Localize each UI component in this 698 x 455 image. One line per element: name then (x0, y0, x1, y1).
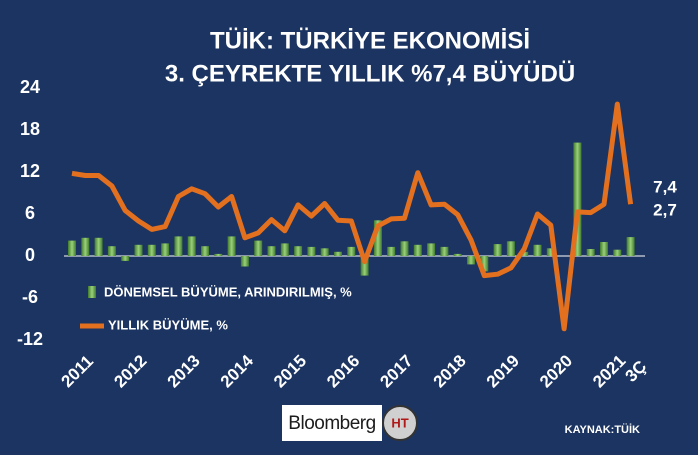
bar (214, 253, 223, 256)
bar (174, 236, 183, 256)
bar (121, 256, 130, 261)
bar (107, 246, 116, 256)
bar (613, 249, 622, 256)
bar (600, 242, 608, 256)
legend-swatch (88, 286, 96, 298)
bar (240, 256, 249, 267)
y-tick-label: 18 (20, 119, 40, 139)
bar (506, 241, 515, 256)
y-tick-label: 24 (20, 77, 40, 97)
brand-box (282, 405, 382, 441)
bar (586, 249, 595, 256)
chart-title: 3. ÇEYREKTE YILLIK %7,4 BÜYÜDÜ (165, 60, 575, 87)
bar (626, 237, 635, 256)
brand-logo (382, 405, 418, 441)
bar (201, 246, 209, 256)
bar (387, 246, 396, 256)
bar (533, 244, 542, 256)
bar (360, 256, 369, 276)
bar (187, 236, 196, 256)
source: KAYNAK:TÜİK (565, 423, 640, 436)
y-tick-label: -6 (22, 287, 38, 307)
bar (320, 248, 329, 256)
bar (334, 251, 342, 256)
bar (413, 244, 422, 256)
bar (267, 246, 276, 256)
y-tick-label: 6 (25, 203, 35, 223)
bar (147, 244, 156, 256)
bar (161, 243, 170, 256)
y-tick-label: 12 (20, 161, 40, 181)
brand: Bloomberg (288, 413, 375, 434)
data-label: 7,4 (653, 178, 677, 197)
legend-label: DÖNEMSEL BÜYÜME, ARINDIRILMIŞ, % (104, 284, 352, 299)
bar (573, 142, 582, 256)
bar (373, 220, 382, 256)
bar (546, 248, 555, 256)
bar (453, 253, 462, 256)
legend-label: YILLIK BÜYÜME, % (108, 317, 228, 332)
bar (254, 240, 263, 256)
bar (227, 236, 236, 256)
bar (480, 256, 489, 272)
line (71, 101, 634, 332)
bar (520, 251, 529, 256)
bar (427, 243, 436, 256)
bar (467, 256, 475, 265)
bar (134, 244, 143, 256)
data-label: 2,7 (653, 201, 677, 220)
bar (493, 244, 502, 256)
bar (400, 241, 409, 256)
y-tick-label: 0 (25, 245, 35, 265)
bar (280, 243, 289, 256)
y-tick-label: -12 (17, 329, 43, 349)
bar (307, 246, 316, 256)
bar (294, 246, 303, 256)
bar (81, 237, 90, 256)
bar (68, 240, 76, 256)
brand-mark: HT (391, 415, 408, 430)
bar (347, 246, 356, 256)
bar (94, 237, 103, 256)
chart-title: TÜİK: TÜRKİYE EKONOMİSİ (210, 27, 530, 54)
bar (440, 246, 449, 256)
